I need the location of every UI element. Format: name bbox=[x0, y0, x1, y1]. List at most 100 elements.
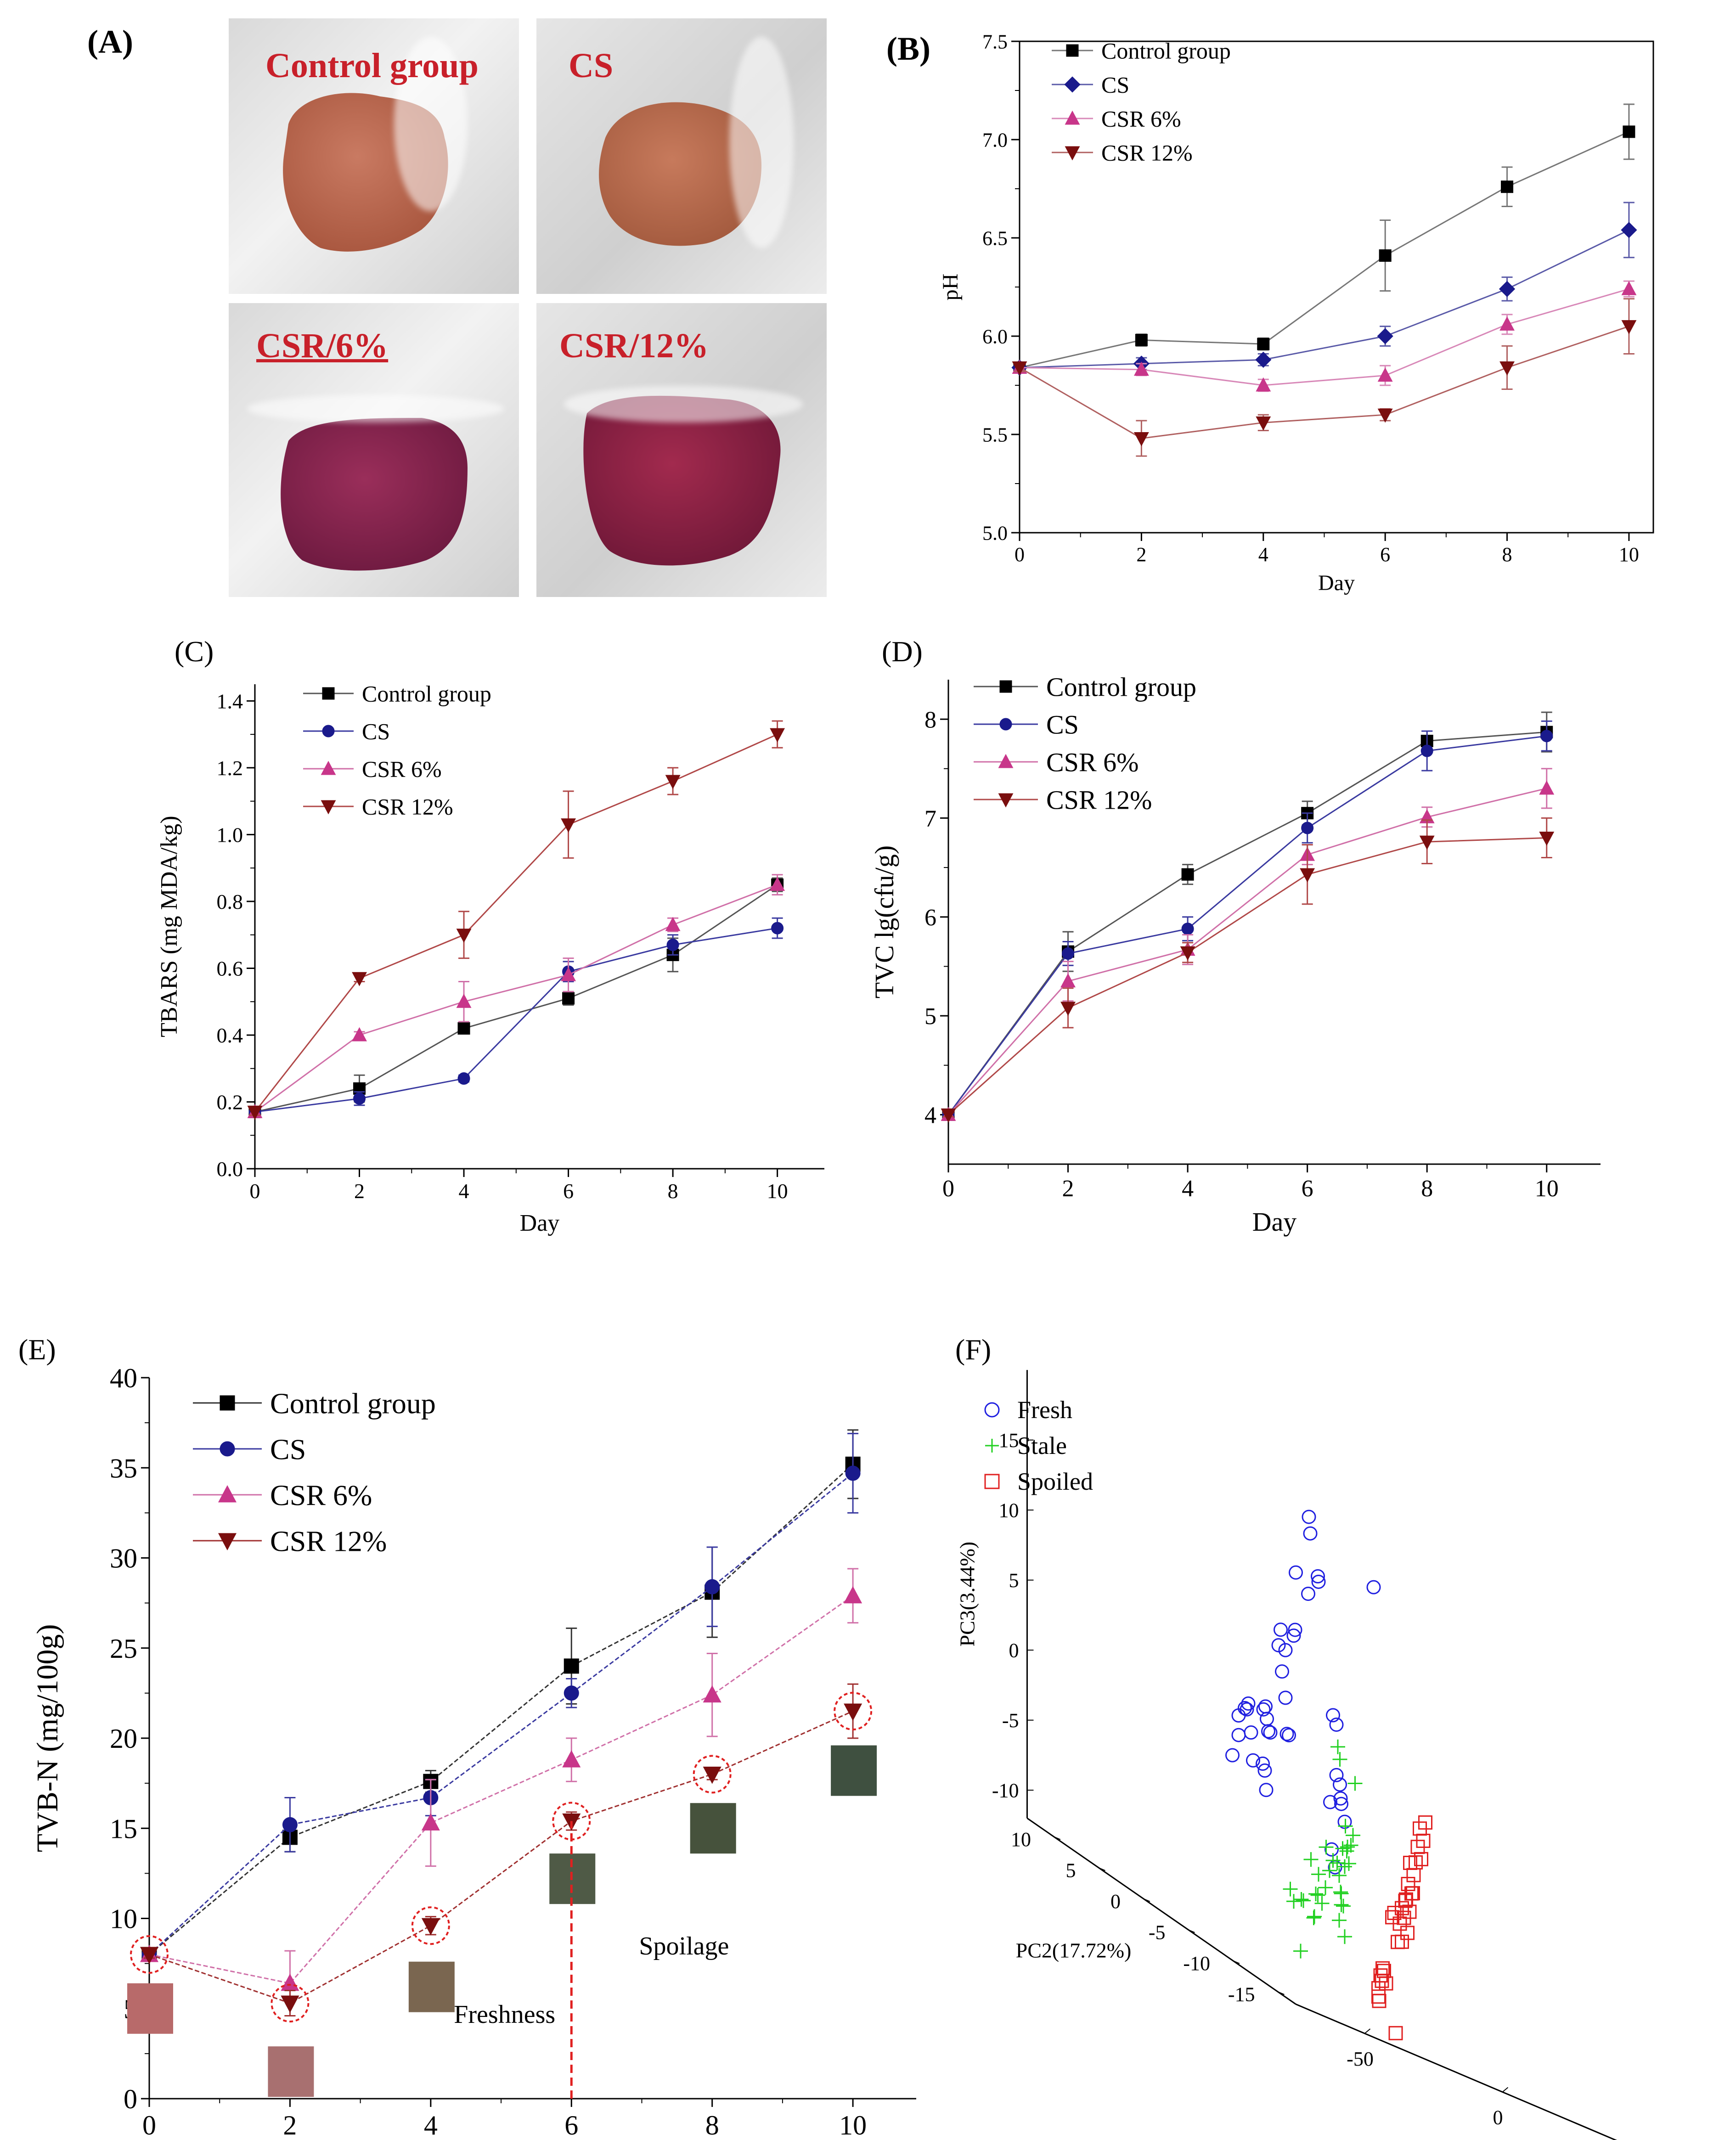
series-csr-12- bbox=[941, 817, 1555, 1123]
y-tick-label: 0.4 bbox=[217, 1024, 243, 1047]
panel-a-letter: (A) bbox=[87, 23, 133, 60]
data-point bbox=[1372, 1994, 1387, 2008]
data-point bbox=[1326, 1708, 1340, 1723]
data-point bbox=[1241, 1696, 1256, 1711]
data-point bbox=[1325, 1853, 1341, 1868]
pc2-tick-label: -15 bbox=[1228, 1983, 1255, 2005]
data-point bbox=[1341, 1856, 1356, 1871]
x-tick-label: 2 bbox=[283, 2110, 297, 2140]
sample-label: CS bbox=[569, 46, 614, 85]
data-point bbox=[1225, 1748, 1240, 1763]
y-tick-label: 0 bbox=[124, 2084, 137, 2114]
pc3-tick-label: 5 bbox=[1009, 1569, 1019, 1592]
data-point bbox=[1347, 1776, 1363, 1791]
data-point bbox=[998, 793, 1014, 808]
panel-a: (A) Control group CS CSR/6% CSR/12% bbox=[0, 0, 863, 597]
highlight-circle bbox=[130, 1935, 169, 1974]
data-point bbox=[1259, 1783, 1274, 1797]
data-point bbox=[1343, 1838, 1358, 1853]
pc1-tick-label: 0 bbox=[1493, 2106, 1503, 2129]
data-point bbox=[703, 1685, 721, 1703]
series-csr-6- bbox=[1012, 280, 1637, 392]
y-tick-label: 15 bbox=[110, 1813, 137, 1844]
y-tick-label: 7 bbox=[924, 806, 936, 832]
x-tick-label: 0 bbox=[942, 1176, 954, 1202]
data-point bbox=[140, 1947, 159, 1965]
pca-chart: (F)-50050-15-10-50510-10-5051015PC1(78.8… bbox=[955, 1333, 1651, 2140]
series-csr-6- bbox=[247, 874, 785, 1118]
pc2-tick bbox=[1278, 1991, 1285, 1995]
data-point bbox=[1391, 1935, 1405, 1949]
data-point bbox=[1499, 361, 1515, 376]
data-point bbox=[1293, 1943, 1308, 1959]
data-point bbox=[1060, 973, 1076, 988]
legend: Fresh Stale Spoiled bbox=[984, 1396, 1093, 1495]
data-point bbox=[1278, 1643, 1293, 1657]
y-tick-label: 6.5 bbox=[982, 227, 1008, 249]
data-point bbox=[770, 877, 785, 891]
data-point bbox=[1135, 334, 1148, 347]
data-point bbox=[1325, 1842, 1339, 1857]
data-point bbox=[1379, 249, 1392, 262]
ph-chart: (B) 0 2 4 6 8 10 5.0 5.5 6.0 6.5 7.0 7.5 Day pH Control… bbox=[886, 30, 1654, 595]
data-point bbox=[1332, 1868, 1347, 1883]
data-point bbox=[1318, 1880, 1333, 1895]
data-point bbox=[1499, 316, 1515, 331]
data-point bbox=[1060, 1002, 1076, 1016]
y-tick-label: 5.0 bbox=[982, 522, 1008, 544]
plastic-glare bbox=[394, 37, 468, 211]
pc2-tick bbox=[1233, 1960, 1240, 1964]
pc2-tick-label: -10 bbox=[1183, 1952, 1210, 1975]
data-point bbox=[1501, 180, 1514, 193]
data-point bbox=[1311, 1569, 1325, 1583]
data-point bbox=[1371, 1989, 1386, 2004]
data-point bbox=[1418, 1815, 1432, 1830]
data-point bbox=[1334, 1796, 1348, 1811]
data-point bbox=[1406, 1868, 1421, 1882]
y-tick-label: 20 bbox=[110, 1723, 137, 1754]
pc2-tick bbox=[1099, 1867, 1105, 1871]
y-tick-label: 0.0 bbox=[217, 1157, 243, 1181]
data-point bbox=[1257, 338, 1270, 350]
legend-label: CSR 6% bbox=[270, 1479, 372, 1511]
highlight-circle bbox=[411, 1906, 450, 1945]
data-point bbox=[561, 818, 576, 833]
data-point bbox=[352, 972, 367, 986]
series-cs bbox=[942, 720, 1553, 1121]
pc2-tick bbox=[1143, 1898, 1150, 1902]
x-tick-label: 2 bbox=[1062, 1176, 1074, 1202]
data-point bbox=[1398, 1893, 1413, 1908]
data-point bbox=[1301, 822, 1314, 834]
data-point bbox=[1621, 320, 1637, 334]
data-point bbox=[421, 1918, 440, 1936]
data-point bbox=[1300, 868, 1315, 883]
y-axis-label: TVC lg(cfu/g) bbox=[869, 845, 899, 998]
data-point bbox=[666, 939, 679, 952]
series-line bbox=[254, 884, 778, 1113]
y-tick-label: 8 bbox=[924, 707, 936, 733]
data-point bbox=[1311, 1867, 1326, 1882]
data-point bbox=[564, 1658, 579, 1674]
series-csr-12- bbox=[247, 720, 785, 1120]
series-line bbox=[1019, 229, 1629, 368]
data-point bbox=[322, 725, 335, 738]
y-axis-label: TBARS (mg MDA/kg) bbox=[156, 816, 182, 1037]
data-point bbox=[1133, 432, 1149, 446]
plastic-glare bbox=[729, 37, 794, 248]
data-point bbox=[665, 917, 681, 931]
data-point bbox=[247, 1105, 263, 1120]
data-point bbox=[1377, 408, 1393, 423]
y-tick-label: 40 bbox=[110, 1363, 137, 1393]
data-point bbox=[321, 760, 336, 775]
pc3-tick-label: 10 bbox=[999, 1499, 1019, 1521]
data-point bbox=[1623, 125, 1635, 138]
legend-label: CS bbox=[1101, 72, 1129, 98]
data-point bbox=[703, 1767, 721, 1784]
data-point bbox=[352, 1027, 367, 1042]
y-tick-label: 5.5 bbox=[982, 423, 1008, 446]
data-point bbox=[1308, 1887, 1323, 1902]
legend-label: Control group bbox=[1101, 38, 1231, 64]
data-point bbox=[1279, 1727, 1294, 1741]
sample-photo: CS bbox=[536, 18, 827, 294]
y-tick-label: 7.0 bbox=[982, 129, 1008, 151]
